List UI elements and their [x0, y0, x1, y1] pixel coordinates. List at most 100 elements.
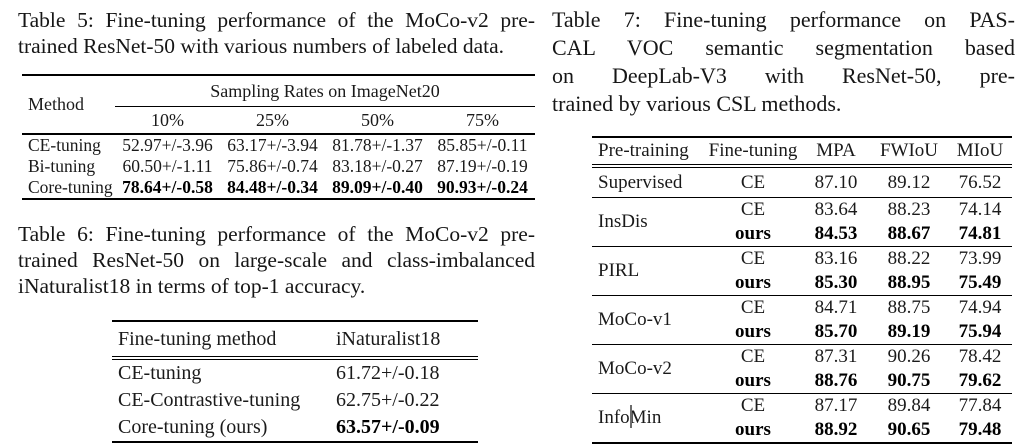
table-row: InsDis CE 83.64 88.23 74.14 [592, 197, 1012, 247]
method-cell: CE-tuning [28, 135, 101, 155]
table-row: PIRL CE 83.16 88.22 73.99 [592, 246, 1012, 296]
value-cell: 74.94 [948, 295, 1012, 320]
table5-header-row: Method Sampling Rates on ImageNet20 [22, 75, 536, 135]
method-cell: Core-tuning [28, 177, 113, 197]
value-cell: 60.50+/-1.11 [122, 156, 213, 176]
value-cell: 85.85+/-0.11 [437, 135, 528, 155]
caption-line: Table 6: Fine-tuning performance of the … [18, 222, 535, 246]
value-cell: 79.48 [958, 419, 1002, 440]
value-cell: 74.81 [958, 223, 1002, 244]
table5: Method Sampling Rates on ImageNet20 10% … [22, 74, 536, 200]
finetuning-cell: ours [735, 370, 771, 391]
table7-header-row: Pre-training Fine-tuning MPA FWIoU MIoU [592, 137, 1012, 168]
table-row: Core-tuning 78.64+/-0.58 84.48+/-0.34 89… [22, 177, 535, 199]
finetuning-cell: CE [704, 295, 802, 320]
value-cell: 89.09+/-0.40 [332, 177, 423, 197]
caption-line: trained by various CSL methods. [552, 91, 842, 116]
value-cell: 75.94 [958, 321, 1002, 342]
value-cell: 90.75 [887, 370, 931, 391]
value-cell: 77.84 [948, 393, 1012, 418]
value-cell: 73.99 [948, 246, 1012, 271]
table7-header-finetuning: Fine-tuning [704, 137, 802, 168]
table6-caption: Table 6: Fine-tuning performance of the … [18, 221, 535, 299]
table6-header-dataset: iNaturalist18 [330, 320, 478, 360]
value-cell: 87.10 [814, 171, 858, 193]
table5-col-10: 10% [115, 106, 220, 135]
value-cell: 85.30 [814, 272, 858, 293]
table7-caption: Table 7: Fine-tuning performance on PAS-… [552, 6, 1015, 118]
table7-header-miou: MIoU [948, 137, 1012, 168]
method-cell: CE-tuning [118, 362, 202, 384]
table5-header-method: Method [22, 75, 115, 135]
caption-line: on DeepLab-V3 with ResNet-50, pre- [552, 63, 1015, 88]
value-cell: 90.93+/-0.24 [437, 177, 528, 197]
value-cell: 83.16 [802, 246, 870, 271]
value-cell: 78.42 [948, 344, 1012, 369]
table-row: CE-Contrastive-tuning 62.75+/-0.22 [112, 387, 478, 414]
value-cell: 83.18+/-0.27 [332, 156, 423, 176]
table-row: Core-tuning (ours) 63.57+/-0.09 [112, 414, 478, 442]
table-row: ours 84.53 88.67 74.81 [592, 222, 1012, 247]
value-cell: 84.48+/-0.34 [227, 177, 318, 197]
finetuning-cell: CE [704, 344, 802, 369]
table7-header-mpa: MPA [802, 137, 870, 168]
method-cell: Bi-tuning [28, 156, 96, 176]
table6-header-row: Fine-tuning method iNaturalist18 [112, 320, 478, 360]
table5-caption: Table 5: Fine-tuning performance of the … [18, 7, 535, 59]
value-cell: 63.17+/-3.94 [227, 135, 318, 155]
pretraining-cell: InfoMin [592, 393, 704, 443]
value-cell: 52.97+/-3.96 [122, 135, 213, 155]
pretraining-label: InfoMin [598, 407, 661, 428]
caption-line: iNaturalist18 in terms of top-1 accuracy… [18, 274, 366, 298]
value-cell: 87.17 [802, 393, 870, 418]
value-cell: 88.92 [814, 419, 858, 440]
value-cell: 78.64+/-0.58 [122, 177, 213, 197]
value-cell: 61.72+/-0.18 [336, 362, 440, 384]
value-cell: 81.78+/-1.37 [332, 135, 423, 155]
finetuning-cell: CE [704, 393, 802, 418]
pretraining-cell: InsDis [592, 197, 704, 247]
finetuning-cell: ours [735, 272, 771, 293]
value-cell: 85.70 [814, 321, 858, 342]
value-cell: 89.12 [887, 171, 931, 193]
pretraining-cell: MoCo-v2 [592, 344, 704, 394]
finetuning-cell: CE [704, 246, 802, 271]
value-cell: 88.75 [870, 295, 948, 320]
caption-line: trained ResNet-50 on large-scale and cla… [18, 248, 535, 272]
value-cell: 88.95 [887, 272, 931, 293]
finetuning-cell: ours [735, 419, 771, 440]
value-cell: 84.53 [814, 223, 858, 244]
value-cell: 75.49 [958, 272, 1002, 293]
text-cursor-icon [630, 405, 632, 428]
value-cell: 88.67 [887, 223, 931, 244]
value-cell: 74.14 [948, 197, 1012, 222]
value-cell: 84.71 [802, 295, 870, 320]
table5-col-75: 75% [430, 106, 536, 135]
table6-header-method: Fine-tuning method [112, 320, 330, 360]
table5-subheader-row: 10% 25% 50% 75% [22, 106, 536, 135]
table-row: Bi-tuning 60.50+/-1.11 75.86+/-0.74 83.1… [22, 156, 535, 177]
value-cell: 88.23 [870, 197, 948, 222]
value-cell: 90.26 [870, 344, 948, 369]
value-cell: 88.22 [870, 246, 948, 271]
caption-line: Table 5: Fine-tuning performance of the … [18, 8, 535, 32]
table-row: Supervised CE 87.10 89.12 76.52 [592, 166, 1012, 198]
pretraining-cell: Supervised [598, 171, 683, 193]
caption-line: CAL VOC semantic segmentation based [552, 35, 1015, 60]
method-cell: Core-tuning (ours) [118, 416, 268, 438]
table7: Pre-training Fine-tuning MPA FWIoU MIoU … [592, 136, 1012, 444]
table-row: CE-tuning 61.72+/-0.18 [112, 358, 478, 387]
value-cell: 89.84 [870, 393, 948, 418]
value-cell: 83.64 [802, 197, 870, 222]
value-cell: 63.57+/-0.09 [336, 416, 440, 438]
table-row: InfoMin CE 87.17 89.84 77.84 [592, 393, 1012, 443]
table-row: MoCo-v1 CE 84.71 88.75 74.94 [592, 295, 1012, 345]
table-row: CE-tuning 52.97+/-3.96 63.17+/-3.94 81.7… [22, 134, 535, 156]
table-row: MoCo-v2 CE 87.31 90.26 78.42 [592, 344, 1012, 394]
pretraining-cell: MoCo-v1 [592, 295, 704, 345]
value-cell: 88.76 [814, 370, 858, 391]
table-row: ours 85.70 89.19 75.94 [592, 320, 1012, 345]
table6: Fine-tuning method iNaturalist18 CE-tuni… [112, 320, 478, 443]
finetuning-cell: CE [740, 171, 766, 193]
method-cell: CE-Contrastive-tuning [118, 389, 301, 411]
